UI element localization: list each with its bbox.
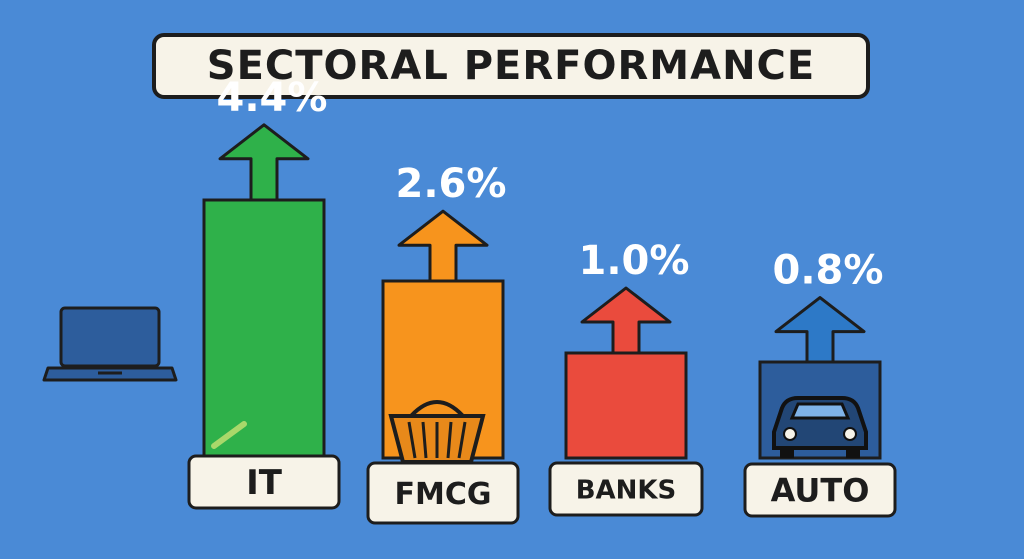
arrow-up-icon bbox=[397, 209, 489, 283]
arrow-up-icon bbox=[218, 123, 310, 202]
car-wheel bbox=[846, 448, 860, 458]
car-headlight bbox=[843, 427, 857, 441]
car-window bbox=[789, 402, 851, 420]
arrow-up-icon bbox=[580, 286, 672, 355]
category-label-auto: AUTO bbox=[771, 472, 870, 510]
data-label-auto: 0.8% bbox=[773, 248, 884, 294]
chart-title: SECTORAL PERFORMANCE bbox=[206, 43, 816, 89]
category-label-box bbox=[187, 454, 341, 510]
data-label-banks: 1.0% bbox=[579, 238, 690, 284]
category-label-fmcg: FMCG bbox=[395, 477, 492, 512]
car-wheel bbox=[780, 448, 794, 458]
laptop-screen bbox=[59, 306, 161, 368]
chart-title-box: SECTORAL PERFORMANCE bbox=[152, 33, 870, 99]
shopping-basket-icon bbox=[388, 400, 486, 464]
category-label-banks: BANKS bbox=[576, 475, 677, 505]
category-label-box bbox=[743, 462, 897, 518]
basket-weave bbox=[407, 421, 417, 459]
car-icon bbox=[772, 396, 868, 458]
category-label-box bbox=[548, 461, 704, 517]
pen-icon bbox=[211, 421, 247, 449]
category-label-it: IT bbox=[246, 463, 283, 503]
data-label-it: 4.4% bbox=[217, 75, 328, 121]
arrow-up-icon bbox=[774, 296, 866, 364]
basket-weave bbox=[446, 421, 453, 459]
bar-it bbox=[202, 198, 326, 460]
data-label-fmcg: 2.6% bbox=[396, 161, 507, 207]
laptop-icon bbox=[42, 306, 178, 382]
basket-weave bbox=[457, 421, 467, 459]
basket-weave bbox=[421, 421, 428, 459]
basket-handle bbox=[409, 400, 465, 418]
bar-banks bbox=[564, 351, 688, 460]
car-headlight bbox=[783, 427, 797, 441]
